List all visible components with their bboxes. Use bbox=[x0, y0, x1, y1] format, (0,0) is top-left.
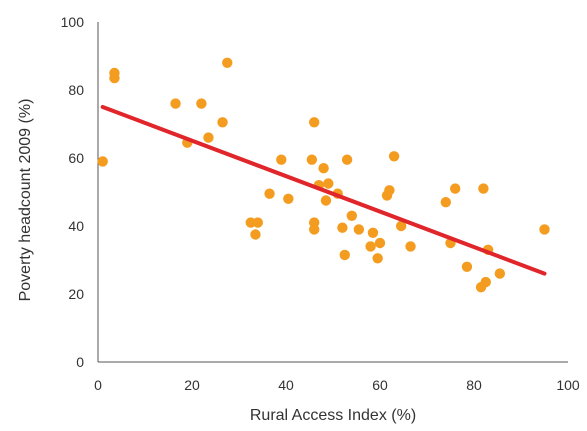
data-point bbox=[539, 224, 550, 235]
data-point bbox=[461, 261, 473, 272]
data-point bbox=[97, 156, 108, 167]
data-points bbox=[97, 57, 550, 293]
x-axis-title: Rural Access Index (%) bbox=[250, 407, 416, 424]
axes bbox=[97, 22, 568, 363]
data-point bbox=[196, 98, 207, 109]
y-tick-label: 0 bbox=[76, 354, 84, 370]
y-tick-label: 80 bbox=[68, 82, 84, 98]
y-axis-title: Poverty headcount 2009 (%) bbox=[17, 99, 34, 302]
data-point bbox=[264, 188, 275, 199]
x-tick-label: 100 bbox=[556, 377, 580, 393]
data-point bbox=[170, 98, 181, 109]
data-point bbox=[374, 237, 386, 249]
data-point bbox=[323, 178, 334, 189]
data-point bbox=[480, 276, 491, 288]
x-tick-label: 0 bbox=[94, 377, 102, 393]
data-point bbox=[109, 72, 120, 84]
data-point bbox=[494, 268, 506, 279]
data-point bbox=[309, 117, 320, 128]
data-point bbox=[276, 154, 287, 165]
data-point bbox=[309, 224, 320, 235]
data-point bbox=[320, 195, 332, 206]
data-point bbox=[252, 217, 263, 228]
data-point bbox=[318, 163, 329, 174]
data-point bbox=[395, 220, 407, 232]
data-point bbox=[346, 210, 357, 221]
data-point bbox=[405, 241, 416, 252]
y-tick-label: 100 bbox=[61, 14, 85, 30]
x-tick-label: 20 bbox=[184, 377, 200, 393]
y-tick-labels: 0 20 40 60 80 100 bbox=[61, 14, 85, 370]
data-point bbox=[341, 154, 353, 165]
data-point bbox=[372, 253, 383, 264]
data-point bbox=[250, 229, 261, 240]
x-tick-label: 40 bbox=[278, 377, 294, 393]
data-point bbox=[450, 183, 461, 194]
x-tick-labels: 0 20 40 60 80 100 bbox=[94, 377, 580, 393]
data-point bbox=[337, 222, 348, 233]
data-point bbox=[283, 193, 294, 204]
data-point bbox=[306, 154, 318, 165]
data-point bbox=[388, 151, 400, 162]
y-tick-label: 40 bbox=[68, 218, 84, 234]
data-point bbox=[440, 197, 451, 208]
x-tick-label: 60 bbox=[372, 377, 388, 393]
data-point bbox=[478, 183, 489, 194]
data-point bbox=[365, 241, 376, 252]
data-point bbox=[217, 117, 228, 128]
trend-line bbox=[100, 105, 547, 276]
data-point bbox=[222, 57, 233, 68]
y-tick-label: 60 bbox=[68, 150, 84, 166]
y-tick-label: 20 bbox=[68, 286, 84, 302]
data-point bbox=[353, 224, 365, 235]
data-point bbox=[339, 249, 350, 261]
x-tick-label: 80 bbox=[466, 377, 482, 393]
data-point bbox=[367, 227, 379, 238]
data-point bbox=[203, 132, 214, 143]
data-point bbox=[384, 185, 395, 196]
